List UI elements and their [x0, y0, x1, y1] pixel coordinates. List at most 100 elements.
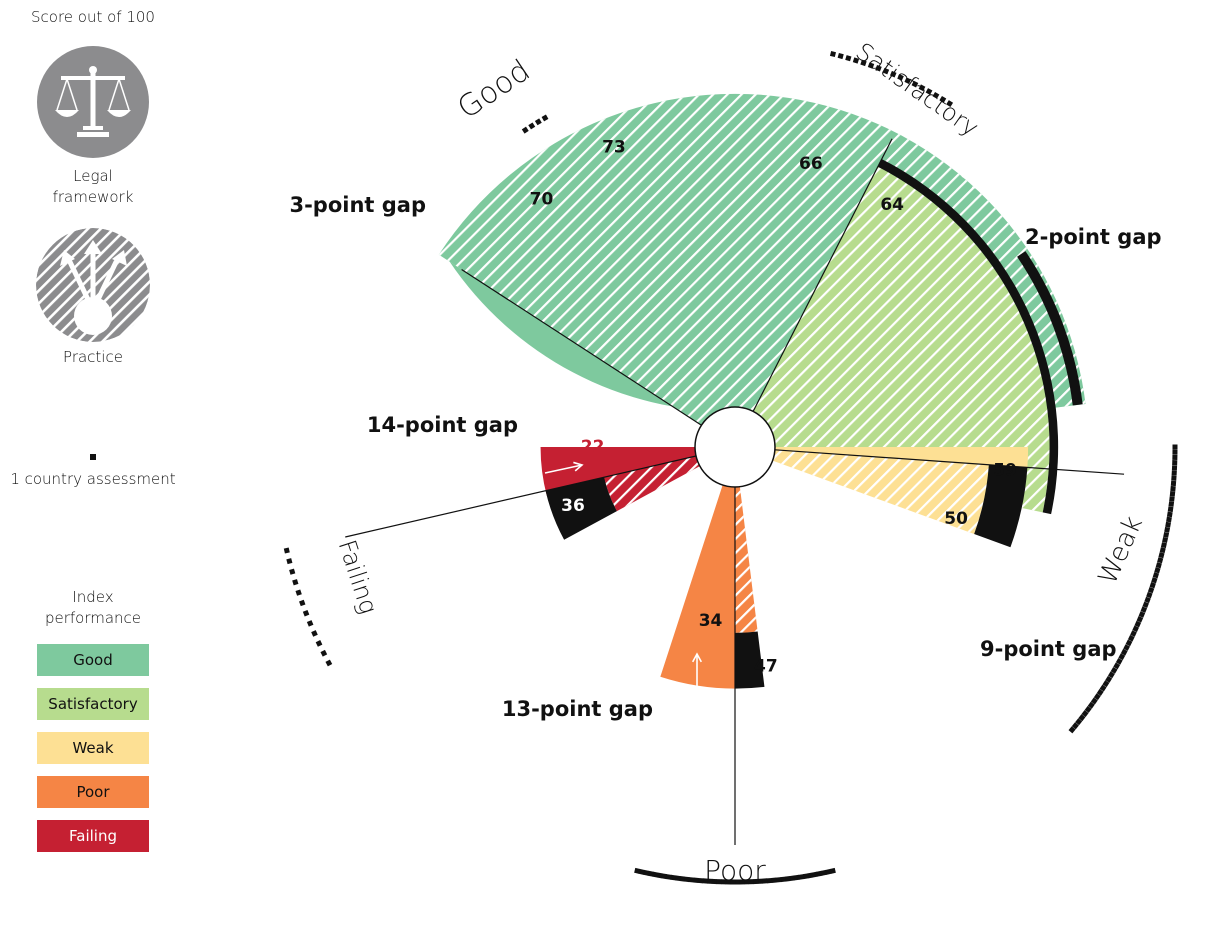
country-dot-weak [1166, 516, 1172, 523]
value-label-satisfactory-practice: 64 [880, 195, 904, 215]
scales-icon [37, 46, 149, 158]
legend-label-weak: Weak [72, 739, 114, 757]
country-dot-poor [643, 869, 650, 876]
legend-box-satisfactory: Satisfactory [37, 688, 149, 720]
value-label-poor-legal: 47 [754, 656, 778, 676]
country-dot-weak [1154, 567, 1161, 574]
country-dot-satisfactory [829, 50, 837, 58]
country-dot-satisfactory [911, 80, 919, 88]
country-dot-weak [1078, 714, 1086, 722]
country-dot-weak [1099, 684, 1107, 692]
country-dot-poor [647, 870, 654, 877]
category-axis-good [461, 268, 702, 426]
sector-failing-hatch [604, 455, 700, 512]
country-dot-weak [1138, 611, 1146, 618]
country-dot-weak [1096, 688, 1104, 696]
country-dot-satisfactory [939, 95, 947, 103]
country-dot-failing [292, 579, 299, 586]
legend-label-poor: Poor [76, 783, 110, 801]
country-dot-poor [684, 876, 690, 883]
country-dot-failing [286, 558, 293, 565]
gap-arrowhead-poor [691, 652, 703, 663]
country-dot-weak [1159, 547, 1166, 554]
value-label-good-legal: 73 [602, 137, 626, 157]
country-dot-poor [707, 878, 713, 884]
country-dot-poor [771, 877, 777, 883]
gap-label-failing: 14-point gap [367, 413, 518, 437]
country-dot-marker [90, 454, 96, 460]
country-dot-weak [1134, 620, 1142, 628]
gap-arrow-satisfactory [961, 175, 982, 189]
value-label-weak-practice: 50 [944, 509, 968, 529]
gap-label-satisfactory: 2-point gap [1025, 225, 1162, 249]
gap-band-good [1017, 251, 1083, 406]
country-dot-weak [1149, 582, 1156, 589]
country-dot-weak [1157, 557, 1164, 564]
country-dot-weak [1125, 639, 1133, 647]
country-dot-weak [1170, 485, 1176, 492]
country-dot-poor [802, 873, 809, 880]
country-dot-satisfactory [946, 100, 954, 107]
country-dot-poor [688, 877, 695, 883]
gap-arrow-good [461, 171, 478, 199]
country-dot-weak [1172, 449, 1178, 455]
country-dot-weak [1132, 625, 1139, 633]
country-dot-poor [748, 879, 754, 885]
sector-weak-solid [774, 447, 1029, 468]
country-dot-weak [1163, 531, 1170, 538]
country-dot-weak [1087, 701, 1095, 709]
index-performance-caption: Index performance [44, 588, 142, 627]
country-dot-weak [1075, 718, 1083, 726]
category-axis-satisfactory [752, 138, 893, 412]
sector-weak-hatch [772, 449, 989, 535]
country-dot-weak [1127, 634, 1135, 642]
country-dot-failing [299, 599, 306, 607]
country-dot-weak [1113, 662, 1121, 670]
country-dot-weak [1142, 601, 1149, 609]
practice-icon [36, 228, 150, 342]
country-dot-satisfactory [852, 57, 860, 64]
country-dot-weak [1123, 644, 1130, 651]
gap-arrowhead-weak [983, 565, 995, 575]
country-dot-weak [1107, 671, 1115, 679]
country-dot-satisfactory [867, 62, 875, 69]
country-dot-satisfactory [897, 74, 904, 81]
gap-band-poor [735, 631, 765, 689]
legend-label-failing: Failing [69, 827, 117, 845]
country-dot-poor [661, 873, 668, 880]
gap-arrow-failing [544, 464, 583, 474]
category-axis-failing [345, 455, 697, 538]
gap-arrow-weak [984, 565, 1011, 583]
country-dot-satisfactory [882, 67, 890, 75]
category-title-weak: Weak [1093, 512, 1149, 589]
country-dot-satisfactory [904, 77, 912, 85]
country-dot-weak [1090, 697, 1098, 705]
country-dot-weak [1155, 562, 1162, 569]
country-dot-satisfactory [925, 88, 933, 95]
center-hub [694, 406, 776, 488]
legend-label-good: Good [73, 651, 113, 669]
country-dot-poor [807, 872, 814, 879]
country-dot-weak [1071, 722, 1079, 730]
gap-arrowhead-satisfactory [971, 179, 983, 189]
country-dot-failing [315, 640, 323, 647]
country-dot-failing [311, 630, 318, 637]
country-dot-poor [739, 879, 745, 885]
category-title-good: Good [451, 53, 536, 126]
country-dot-weak [1144, 596, 1151, 604]
sector-poor-hatch [735, 486, 758, 633]
country-dot-poor [734, 879, 740, 885]
country-dot-weak [1169, 496, 1175, 502]
country-dot-poor [757, 878, 763, 884]
country-dot-poor [829, 867, 836, 874]
legend-box-weak: Weak [37, 732, 149, 764]
country-dot-satisfactory [837, 52, 844, 60]
country-dot-poor [816, 870, 823, 877]
country-dot-satisfactory [918, 84, 926, 92]
country-dot-weak [1102, 680, 1110, 688]
country-dot-weak [1151, 577, 1158, 584]
country-dot-failing [283, 547, 290, 554]
country-dot-poor [656, 872, 663, 879]
value-label-failing-practice: 22 [581, 437, 605, 457]
